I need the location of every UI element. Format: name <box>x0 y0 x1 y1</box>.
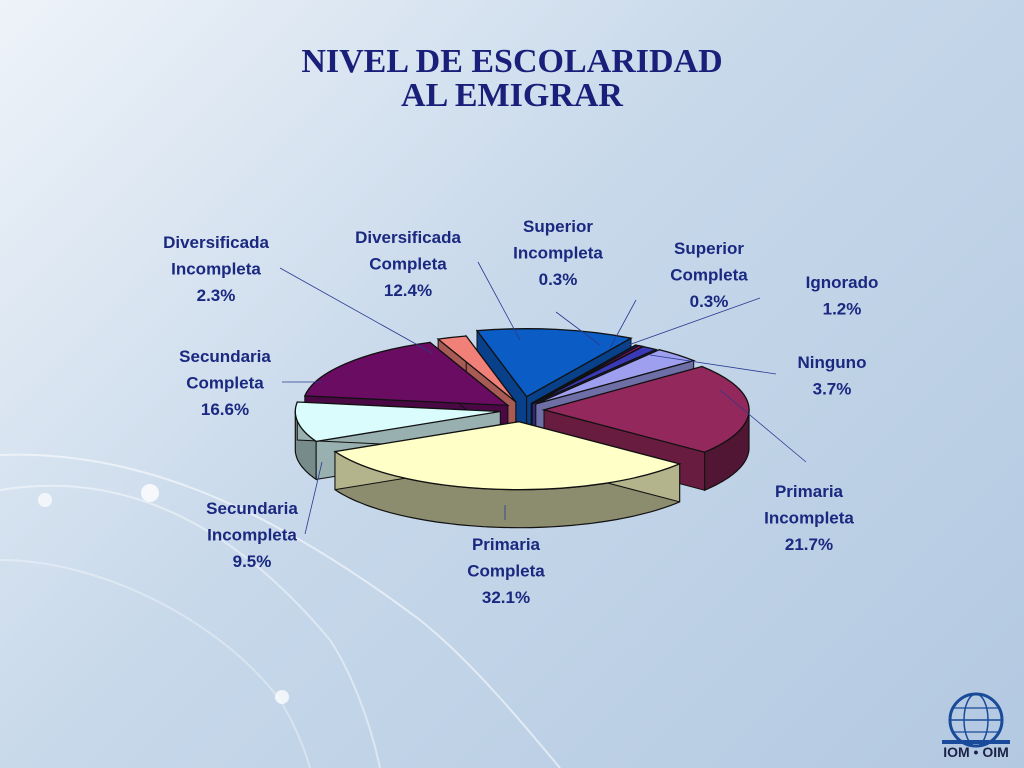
pie-slice-6 <box>333 421 682 491</box>
slice-label-5-0: Primaria <box>775 482 844 501</box>
chart-title-line2: AL EMIGRAR <box>401 77 623 114</box>
slice-label-5-2: 21.7% <box>785 535 833 554</box>
slice-label-9-2: 2.3% <box>197 286 236 305</box>
slice-label-6-2: 32.1% <box>482 588 530 607</box>
slice-label-6-1: Completa <box>467 562 545 581</box>
leader-line-0 <box>477 261 521 341</box>
leader-line-2 <box>609 299 637 349</box>
pie-slice-7 <box>294 401 501 443</box>
slice-label-8-1: Completa <box>186 374 264 393</box>
slice-label-2-2: 0.3% <box>690 292 729 311</box>
slice-label-1-2: 0.3% <box>539 270 578 289</box>
leader-line-3 <box>619 297 761 349</box>
slice-label-7-1: Incompleta <box>207 526 297 545</box>
slice-label-2-1: Completa <box>670 266 748 285</box>
slice-label-2-0: Superior <box>674 239 744 258</box>
slice-label-3-1: 1.2% <box>823 300 862 319</box>
leader-line-5 <box>719 389 807 463</box>
pie-slice-9 <box>436 335 517 403</box>
slice-label-4-1: 3.7% <box>813 380 852 399</box>
slice-label-0-2: 12.4% <box>384 281 432 300</box>
pie-slice-3 <box>532 345 658 405</box>
slice-label-7-0: Secundaria <box>206 499 298 518</box>
slice-label-9-0: Diversificada <box>163 233 269 252</box>
pie-slice-0 <box>475 328 633 398</box>
pie-slice-4 <box>535 349 696 405</box>
slice-label-7-2: 9.5% <box>233 552 272 571</box>
logo-text: IOM • OIM <box>943 744 1009 760</box>
slice-label-4-0: Ninguno <box>798 353 867 372</box>
slice-label-8-0: Secundaria <box>179 347 271 366</box>
slice-label-0-1: Completa <box>369 255 447 274</box>
leader-line-7 <box>304 461 323 535</box>
leader-line-4 <box>649 354 777 375</box>
slice-label-0-0: Diversificada <box>355 228 461 247</box>
chart-title-line1: NIVEL DE ESCOLARIDAD <box>301 43 723 80</box>
slice-label-5-1: Incompleta <box>764 509 854 528</box>
slice-label-6-0: Primaria <box>472 535 541 554</box>
leader-line-9 <box>279 267 433 354</box>
leader-line-1 <box>555 311 601 346</box>
iom-logo <box>942 692 1010 748</box>
pie-slice-5 <box>541 365 750 453</box>
slice-label-3-0: Ignorado <box>806 273 879 292</box>
pie-slice-8 <box>303 341 510 407</box>
slice-label-1-0: Superior <box>523 217 593 236</box>
slice-label-9-1: Incompleta <box>171 260 261 279</box>
slice-label-8-2: 16.6% <box>201 400 249 419</box>
slice-label-1-1: Incompleta <box>513 244 603 263</box>
